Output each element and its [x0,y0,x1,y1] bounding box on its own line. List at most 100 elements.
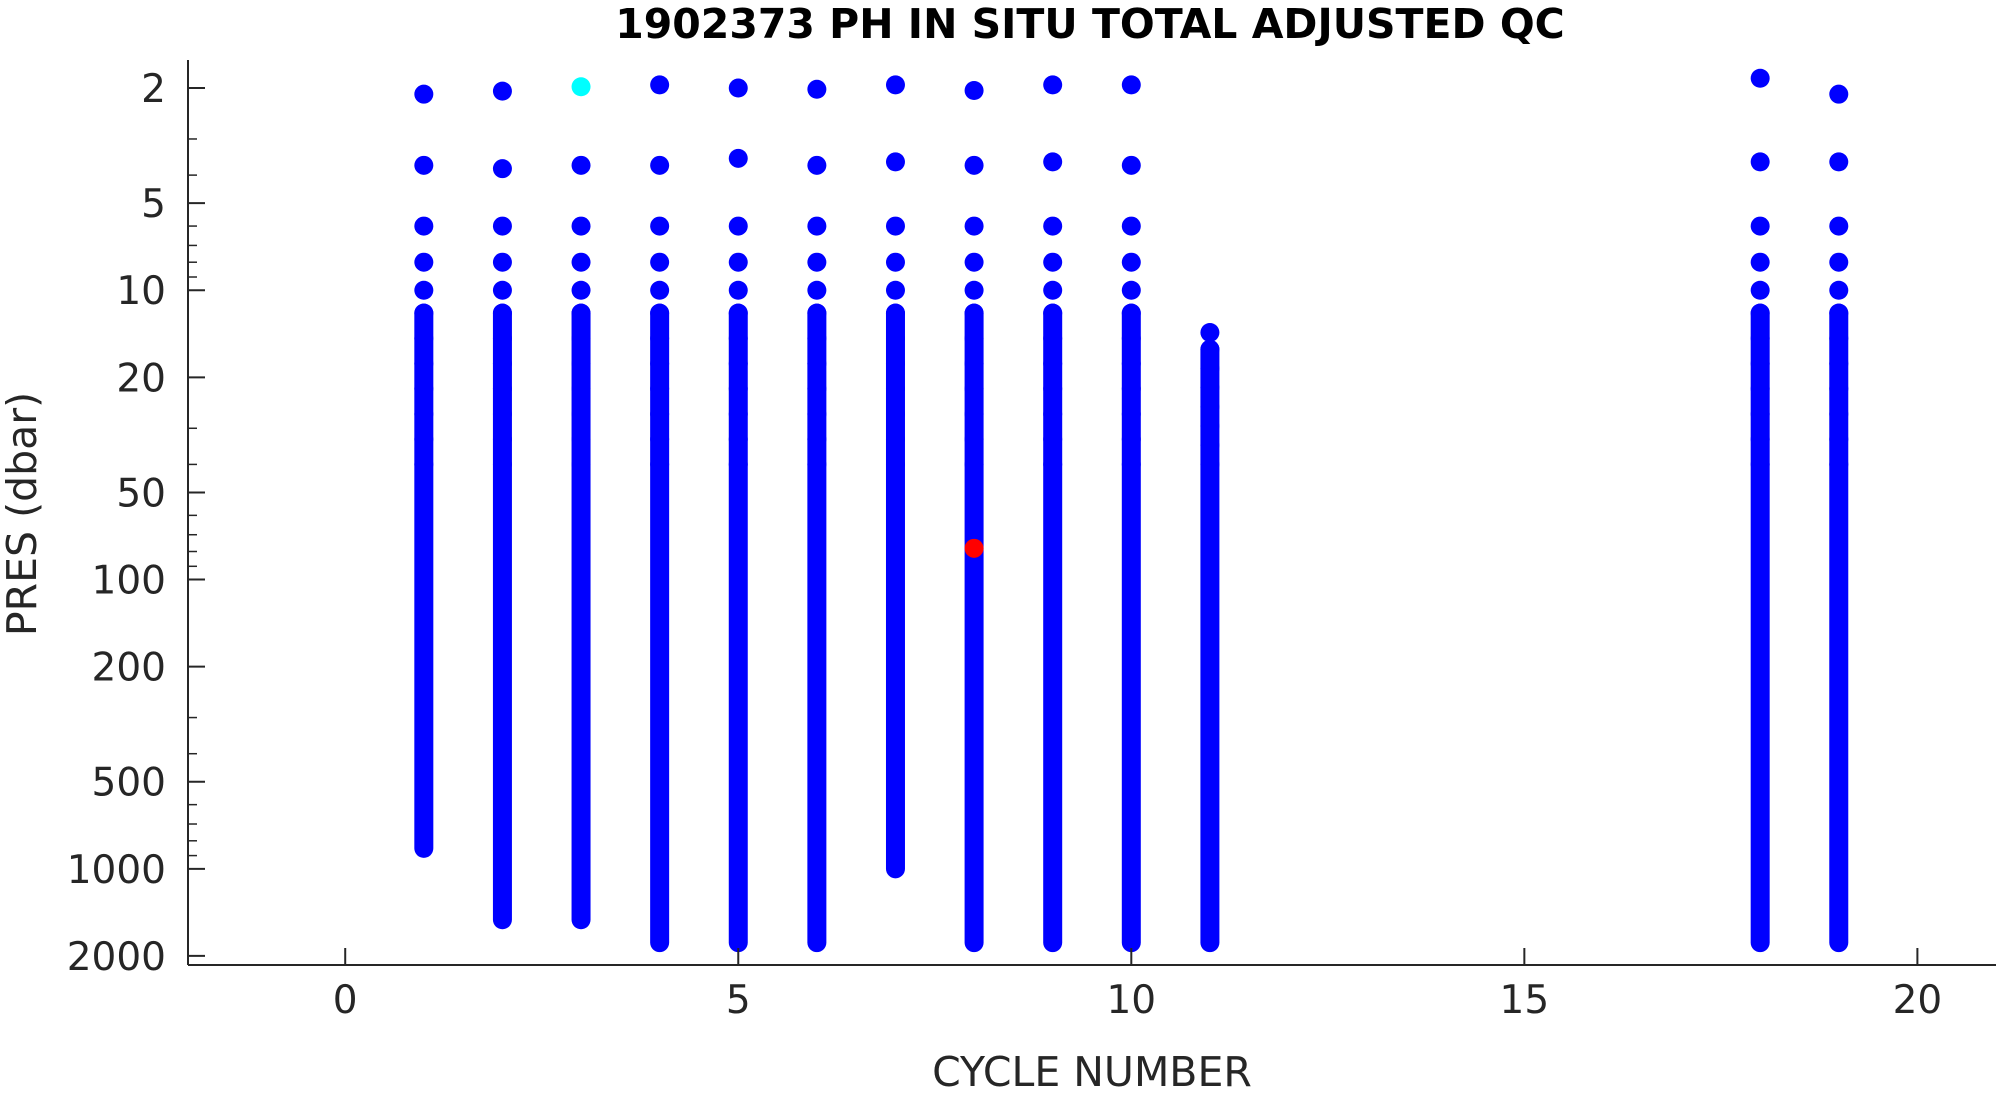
data-point-cycle-19-level-2 [1829,252,1849,272]
data-point-cycle-4-dense-3 [650,379,670,399]
data-point-cycle-5-level-2 [728,252,748,272]
data-point-cycle-6-dense-6 [807,454,827,474]
data-point-cycle-10-dense-1 [1121,328,1141,348]
data-point-cycle-11-dense-5 [1200,435,1220,455]
data-point-cycle-2-dense-3 [492,379,512,399]
data-point-cycle-18-dense-2 [1750,354,1770,374]
data-point-cycle-5-dense-4 [728,404,748,424]
data-point-cycle-6-level-3 [807,280,827,300]
y-tick-label-20: 20 [116,356,166,401]
data-point-cycle-8-level-2 [964,252,984,272]
y-tick-label-2000: 2000 [67,935,166,980]
data-point-cycle-7-dense-6 [885,454,905,474]
data-point-cycle-19-level-0 [1829,152,1849,172]
data-point-cycle-3-level-2 [571,252,591,272]
data-point-cycle-2-level-1 [492,216,512,236]
data-point-cycle-11-dense-6 [1200,454,1220,474]
data-point-cycle-10-dense-5 [1121,429,1141,449]
y-tick-label-5: 5 [141,182,166,227]
data-point-cycle-8-level-0 [964,155,984,175]
data-point-cycle-2-dense-6 [492,454,512,474]
data-point-cycle-4-level-1 [650,216,670,236]
data-point-cycle-3-dense-4 [571,404,591,424]
data-point-cycle-10-dense-0 [1121,303,1141,323]
data-point-cycle-9-level-2 [1043,252,1063,272]
data-point-cycle-8-dense-5 [964,429,984,449]
data-point-cycle-18-dense-3 [1750,379,1770,399]
data-point-cycle-4-dense-6 [650,454,670,474]
data-point-cycle-18-level-3 [1750,280,1770,300]
data-point-cycle-11-dense-4 [1200,416,1220,436]
data-point-cycle-9-dense-6 [1043,454,1063,474]
chart-title: 1902373 PH IN SITU TOTAL ADJUSTED QC [615,0,1565,48]
data-point-cycle-10-dense-3 [1121,379,1141,399]
data-point-cycle-3-level-0 [571,155,591,175]
data-point-cycle-18-level-0 [1750,152,1770,172]
data-point-cycle-5-level-1 [728,216,748,236]
data-point-cycle-3-level-3 [571,280,591,300]
data-point-cycle-11-dense-0 [1200,339,1220,359]
data-point-cycle-11-dense-3 [1200,397,1220,417]
data-point-cycle-6-level-0 [807,155,827,175]
data-point-cycle-9-dense-5 [1043,429,1063,449]
x-tick-label-5: 5 [726,978,751,1023]
data-point-cycle-7-dense-0 [885,303,905,323]
y-tick-label-10: 10 [116,269,166,314]
data-point-cycle-2-dense-0 [492,303,512,323]
data-point-cycle-2-dense-2 [492,354,512,374]
data-point-cycle-10-top [1121,75,1141,95]
data-point-cycle-8-flag-3-0 [964,538,984,558]
data-point-cycle-10-level-2 [1121,252,1141,272]
data-point-cycle-5-level-3 [728,280,748,300]
data-point-cycle-1-dense-5 [414,429,434,449]
data-point-cycle-10-level-3 [1121,280,1141,300]
data-point-cycle-9-level-3 [1043,280,1063,300]
data-point-cycle-10-dense-4 [1121,404,1141,424]
data-point-cycle-19-dense-2 [1829,354,1849,374]
data-point-cycle-11-dense-1 [1200,358,1220,378]
data-point-cycle-9-dense-2 [1043,354,1063,374]
x-tick-label-20: 20 [1893,978,1943,1023]
data-point-cycle-19-dense-1 [1829,328,1849,348]
data-point-cycle-9-level-0 [1043,152,1063,172]
data-point-cycle-10-dense-6 [1121,454,1141,474]
data-point-cycle-9-dense-3 [1043,379,1063,399]
data-point-cycle-6-level-2 [807,252,827,272]
data-point-cycle-2-dense-5 [492,429,512,449]
data-point-cycle-1-dense-0 [414,303,434,323]
y-tick-label-100: 100 [92,559,166,604]
x-tick-label-15: 15 [1500,978,1550,1023]
data-point-cycle-8-dense-6 [964,454,984,474]
data-point-cycle-8-level-3 [964,280,984,300]
data-point-cycle-19-top [1829,84,1849,104]
plot-marks [414,68,1849,953]
data-point-cycle-1-dense-4 [414,404,434,424]
data-point-cycle-7-level-2 [885,252,905,272]
data-point-cycle-8-dense-4 [964,404,984,424]
data-point-cycle-3-dense-3 [571,379,591,399]
data-point-cycle-1-level-1 [414,216,434,236]
data-point-cycle-6-dense-5 [807,429,827,449]
data-point-cycle-10-level-1 [1121,216,1141,236]
data-point-cycle-4-dense-2 [650,354,670,374]
data-point-cycle-8-dense-0 [964,303,984,323]
data-point-cycle-3-dense-6 [571,454,591,474]
data-point-cycle-6-dense-1 [807,328,827,348]
data-point-cycle-4-dense-5 [650,429,670,449]
data-point-cycle-7-top [885,75,905,95]
data-point-cycle-8-level-1 [964,216,984,236]
data-point-cycle-4-level-0 [650,155,670,175]
data-point-cycle-3-dense-0 [571,303,591,323]
data-point-cycle-19-level-3 [1829,280,1849,300]
data-point-cycle-6-dense-2 [807,354,827,374]
data-point-cycle-19-dense-3 [1829,379,1849,399]
y-tick-label-500: 500 [92,761,166,806]
data-point-cycle-3-level-1 [571,216,591,236]
data-point-cycle-3-dense-1 [571,328,591,348]
data-point-cycle-8-dense-2 [964,354,984,374]
data-point-cycle-19-level-1 [1829,216,1849,236]
y-tick-label-200: 200 [92,646,166,691]
y-tick-label-50: 50 [116,471,166,516]
